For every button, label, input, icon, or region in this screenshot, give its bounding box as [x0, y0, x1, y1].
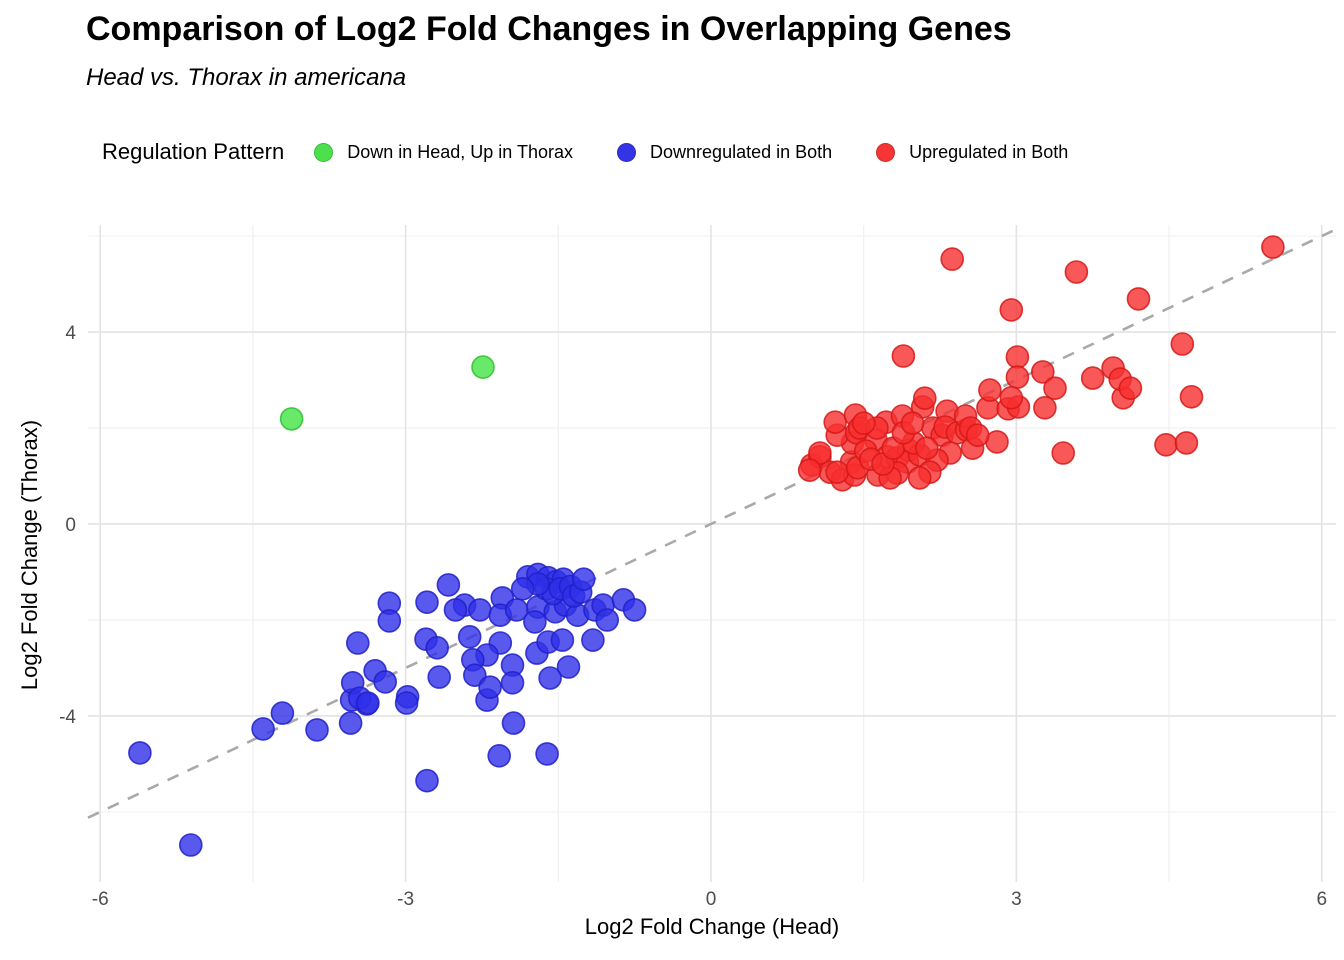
data-point: [427, 665, 452, 689]
chart-title: Comparison of Log2 Fold Changes in Overl…: [86, 10, 1012, 48]
data-point: [907, 466, 932, 490]
legend-item-label: Down in Head, Up in Thorax: [347, 141, 574, 162]
x-tick-label: -3: [397, 889, 414, 910]
data-point: [1051, 441, 1075, 465]
data-point: [471, 355, 495, 379]
data-point: [1154, 432, 1178, 457]
data-point: [270, 701, 295, 725]
data-point: [535, 742, 559, 766]
data-point: [538, 666, 562, 690]
data-point: [373, 670, 398, 694]
legend: Regulation Pattern Down in Head, Up in T…: [102, 132, 1332, 172]
x-tick-label: 6: [1316, 889, 1327, 910]
data-point: [556, 655, 581, 679]
data-point: [965, 423, 990, 448]
data-point: [305, 718, 329, 742]
identity-reference-line: [87, 228, 1337, 819]
data-point: [900, 411, 925, 436]
data-point: [825, 460, 850, 485]
data-point: [550, 628, 575, 652]
data-point: [1170, 332, 1195, 356]
x-axis-title: Log2 Fold Change (Head): [584, 914, 840, 939]
y-tick-label: -4: [59, 707, 76, 728]
data-point: [487, 743, 512, 768]
data-point: [436, 573, 461, 597]
data-point: [443, 598, 468, 622]
y-axis-title: Log2 Fold Change (Thorax): [17, 419, 42, 691]
data-point: [415, 768, 439, 793]
y-tick-label: 0: [65, 515, 76, 536]
data-point: [425, 635, 450, 660]
chart-subtitle: Head vs. Thorax in americana: [86, 64, 407, 91]
data-point: [128, 741, 152, 765]
data-point: [394, 691, 419, 715]
data-point: [510, 576, 535, 601]
legend-dot-icon: [617, 142, 637, 162]
data-point: [978, 378, 1002, 402]
data-point: [501, 711, 526, 735]
data-point: [797, 458, 822, 483]
legend-dot-icon: [314, 142, 334, 162]
y-tick-label: 4: [65, 323, 76, 344]
legend-items: Down in Head, Up in Thorax Downregulated …: [314, 142, 1112, 163]
data-point: [345, 631, 370, 655]
data-point: [622, 598, 647, 622]
data-point: [478, 675, 502, 700]
data-point: [1118, 376, 1143, 401]
data-point: [999, 298, 1024, 322]
data-point: [1033, 395, 1057, 420]
data-point: [1031, 360, 1055, 384]
data-point: [377, 609, 402, 633]
data-point: [851, 411, 876, 436]
data-point: [940, 247, 965, 271]
data-point: [251, 717, 275, 741]
legend-title: Regulation Pattern: [102, 139, 285, 164]
data-point: [179, 833, 203, 857]
data-point: [1043, 376, 1067, 401]
data-point: [279, 407, 304, 431]
data-point: [999, 385, 1024, 410]
data-point: [1179, 384, 1204, 409]
data-point: [1005, 345, 1030, 369]
x-tick-label: -6: [92, 889, 109, 910]
data-point: [1174, 431, 1199, 455]
legend-item[interactable]: Down in Head, Up in Thorax: [314, 142, 573, 163]
data-point: [571, 567, 596, 592]
x-tick-label: 3: [1011, 889, 1022, 910]
data-point: [914, 436, 939, 461]
data-point: [595, 608, 620, 632]
data-point: [356, 691, 380, 715]
data-point: [1261, 235, 1285, 259]
legend-item[interactable]: Downregulated in Both: [617, 142, 832, 163]
data-point: [1126, 287, 1151, 311]
data-point: [581, 628, 605, 652]
data-point: [823, 410, 848, 435]
data-point: [468, 598, 492, 622]
data-point: [338, 711, 363, 735]
legend-dot-icon: [876, 142, 896, 162]
legend-item-label: Downregulated in Both: [650, 141, 833, 162]
data-point: [1005, 365, 1030, 389]
legend-item[interactable]: Upregulated in Both: [876, 142, 1068, 163]
data-point: [808, 441, 832, 465]
data-point: [891, 344, 916, 368]
data-point: [457, 624, 482, 649]
data-point: [523, 610, 547, 634]
data-point: [912, 386, 937, 411]
data-point: [415, 590, 439, 615]
data-point: [500, 670, 525, 695]
legend-item-label: Upregulated in Both: [909, 141, 1069, 162]
x-tick-label: 0: [706, 889, 717, 910]
data-point: [1064, 260, 1089, 284]
data-point: [1080, 366, 1105, 390]
